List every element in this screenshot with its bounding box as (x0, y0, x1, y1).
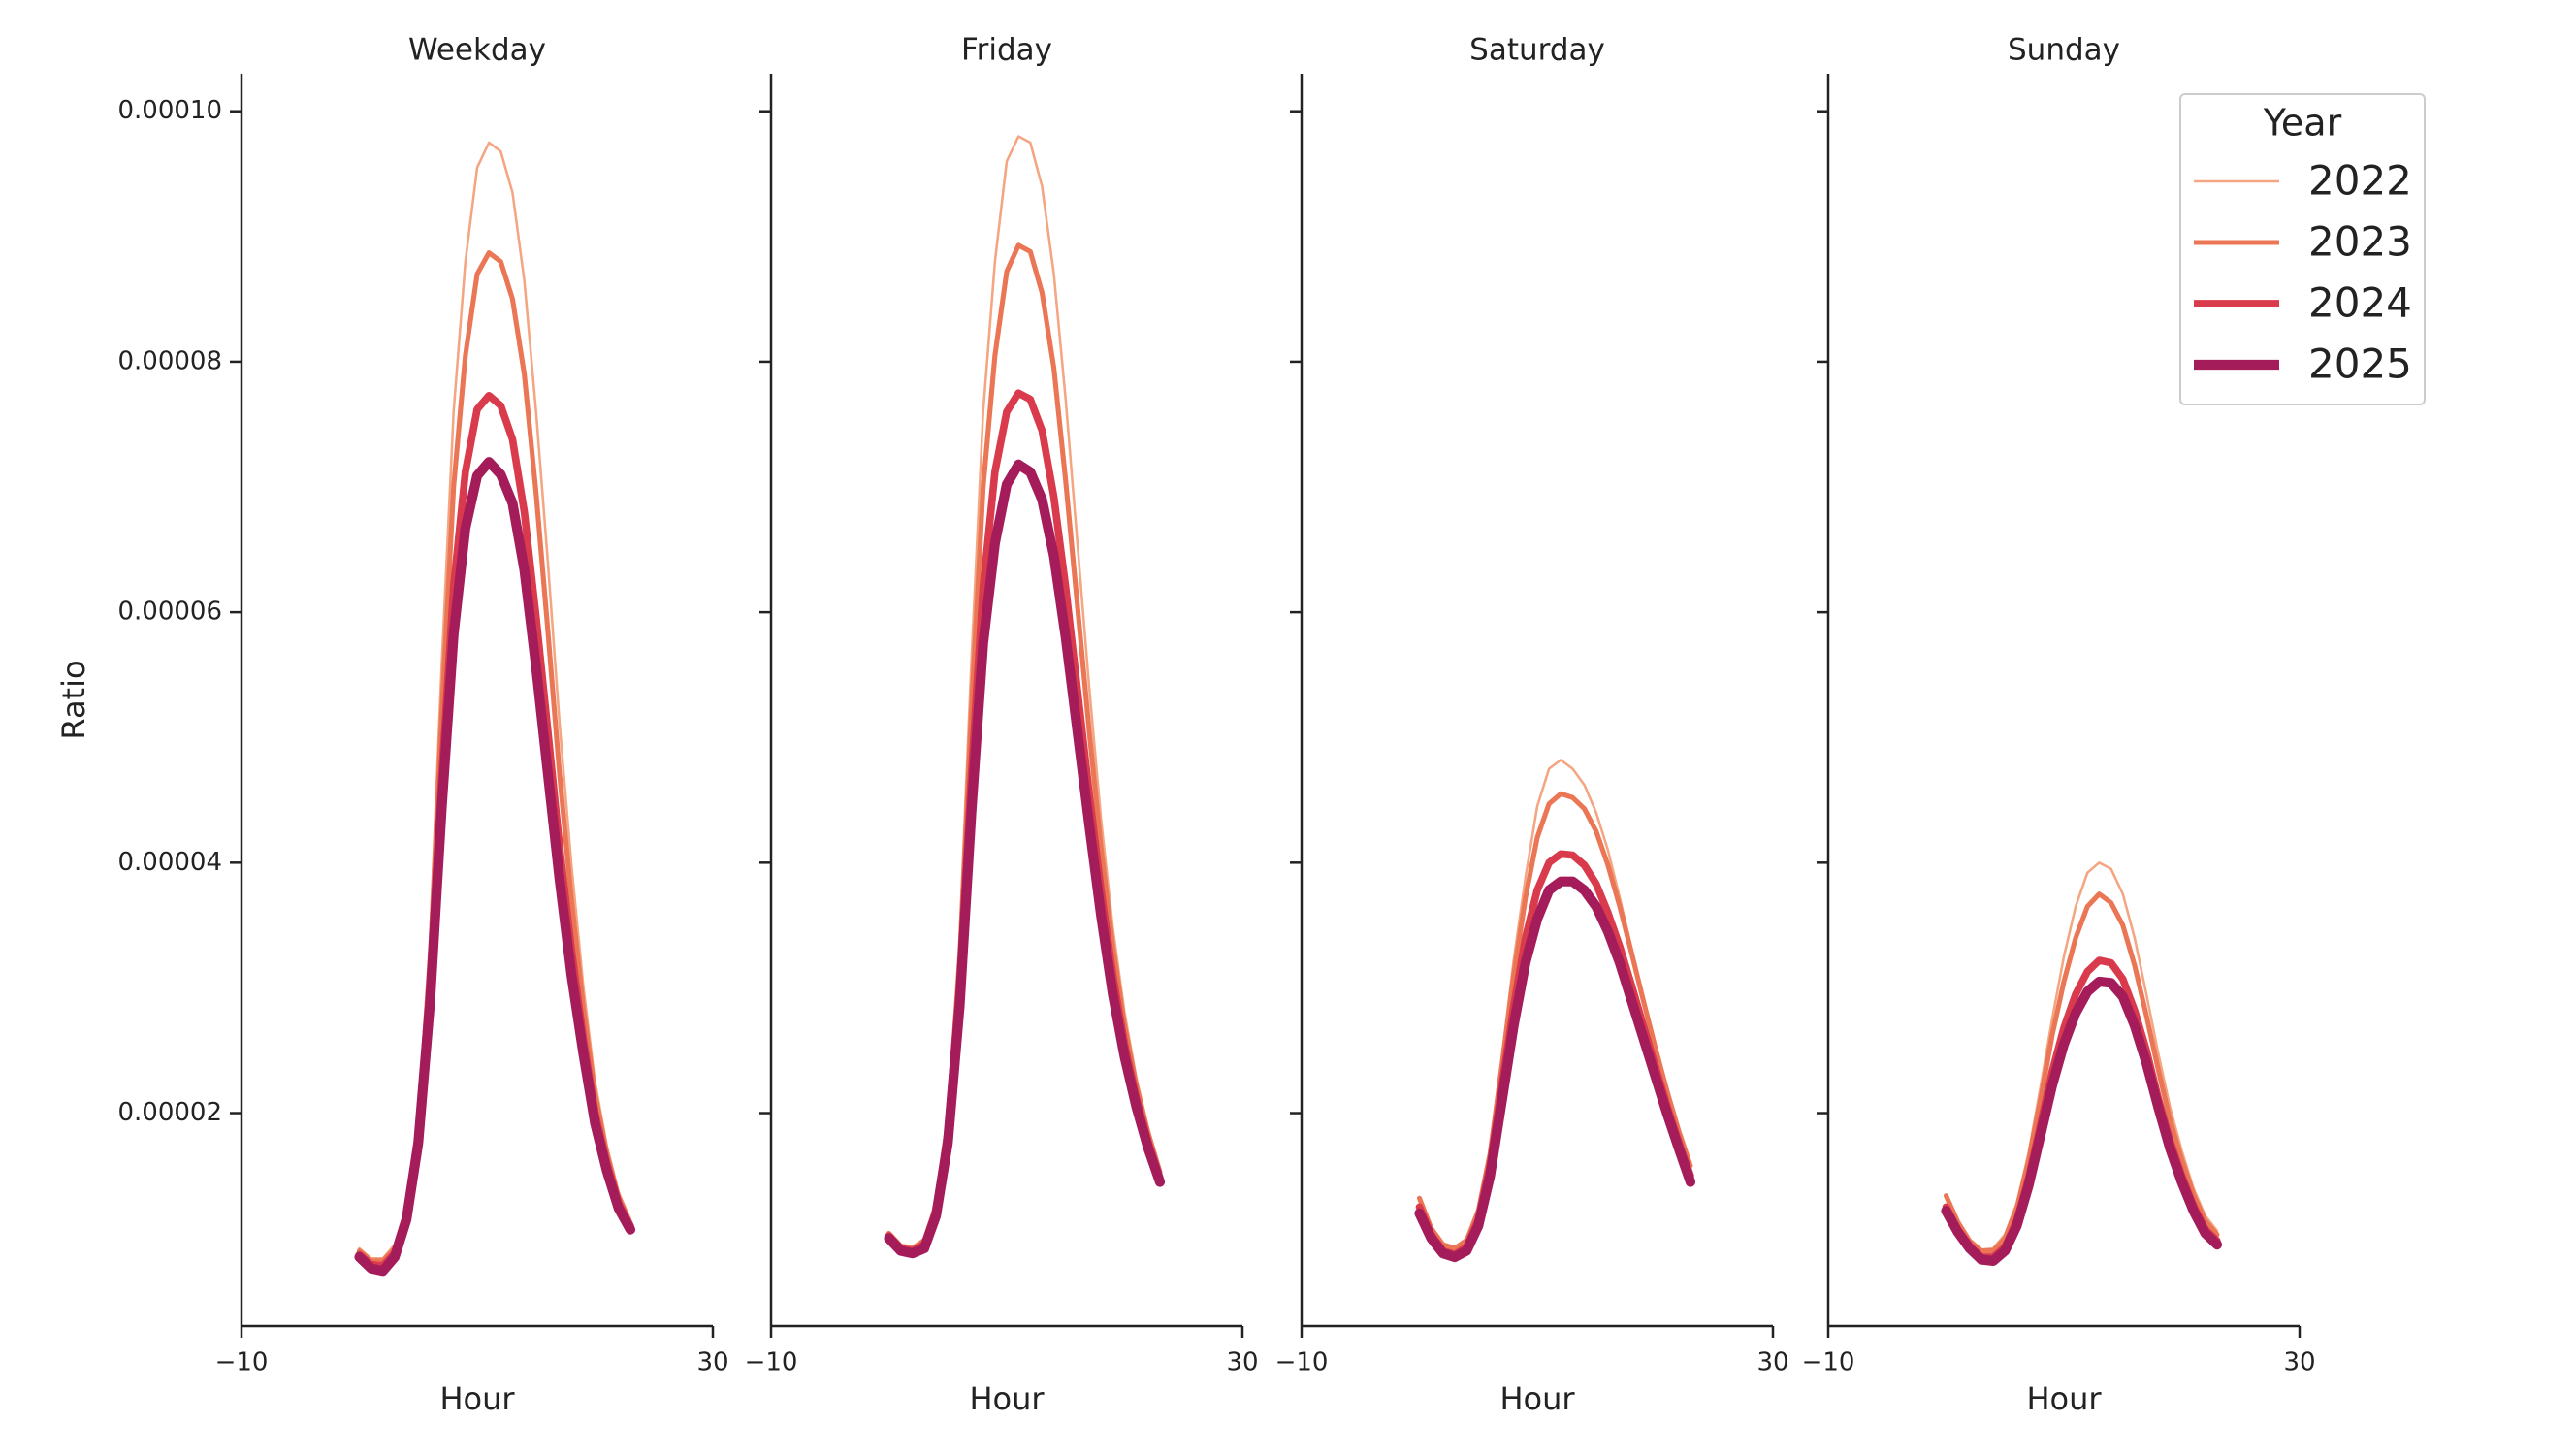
legend-label: 2025 (2308, 340, 2412, 388)
x-tick-label: −10 (1275, 1348, 1329, 1377)
x-tick-label: 30 (1756, 1348, 1788, 1377)
series-line (1941, 976, 2223, 1266)
series-line (1416, 791, 1693, 1251)
y-tick-label: 0.00006 (117, 598, 222, 627)
panel-title: Sunday (2008, 33, 2120, 68)
panel-title: Friday (961, 33, 1052, 68)
panel-title: Saturday (1469, 33, 1605, 68)
series-line (1414, 876, 1696, 1263)
legend-label: 2022 (2308, 157, 2412, 205)
x-tick-label: 30 (2283, 1348, 2315, 1377)
series-line (355, 391, 634, 1270)
y-tick-label: 0.00004 (117, 848, 222, 877)
x-axis-label: Hour (969, 1380, 1045, 1417)
y-tick-label: 0.00008 (117, 346, 222, 375)
panel-title: Weekday (408, 33, 546, 68)
series-line (885, 389, 1164, 1255)
series-line (354, 457, 636, 1277)
x-tick-label: 30 (696, 1348, 728, 1377)
legend-box (2179, 93, 2426, 405)
x-tick-label: 30 (1226, 1348, 1258, 1377)
series-line (1943, 891, 2220, 1254)
x-tick-label: −10 (745, 1348, 798, 1377)
series-line (887, 135, 1162, 1248)
x-tick-label: −10 (1802, 1348, 1855, 1377)
y-tick-label: 0.00010 (117, 96, 222, 125)
legend-title: Year (2263, 102, 2342, 145)
x-axis-label: Hour (2026, 1380, 2102, 1417)
y-axis-label: Ratio (55, 660, 92, 739)
legend-label: 2023 (2308, 218, 2412, 266)
x-axis-label: Hour (439, 1380, 515, 1417)
legend-label: 2024 (2308, 279, 2412, 327)
series-line (884, 459, 1166, 1259)
x-tick-label: −10 (215, 1348, 269, 1377)
series-line (1418, 759, 1692, 1248)
x-axis-label: Hour (1499, 1380, 1575, 1417)
y-tick-label: 0.00002 (117, 1098, 222, 1127)
